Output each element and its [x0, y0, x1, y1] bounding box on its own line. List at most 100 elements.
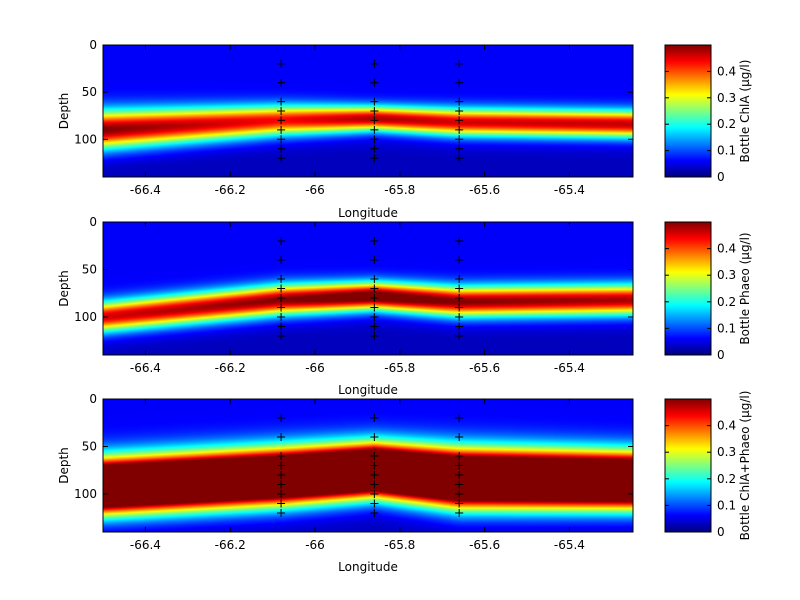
sample-marker [455, 97, 464, 106]
sample-marker [455, 471, 464, 479]
sample-marker [455, 294, 464, 302]
sample-marker [455, 332, 464, 340]
x-tick-label: -66 [305, 538, 325, 552]
sample-marker [455, 303, 464, 312]
sample-marker [277, 480, 286, 489]
sample-marker [455, 154, 464, 163]
sample-marker [277, 116, 286, 125]
sample-marker [370, 275, 379, 283]
x-tick-label: -66 [305, 183, 325, 197]
sample-marker [455, 256, 464, 264]
sample-marker [370, 237, 379, 245]
sample-marker [370, 313, 379, 321]
sample-marker [370, 294, 379, 302]
sample-marker [370, 154, 379, 163]
sample-marker [277, 275, 286, 283]
colorbar-tick-label: 0 [717, 525, 725, 539]
y-tick-label: 50 [82, 263, 97, 277]
axes-frame [102, 221, 634, 356]
colorbar-tick-label: 0 [717, 170, 725, 184]
y-axis-label: Depth [57, 270, 71, 307]
sample-marker [370, 499, 379, 508]
sample-marker [370, 322, 379, 331]
sample-marker [370, 303, 379, 312]
sample-marker [370, 116, 379, 125]
sample-marker [277, 284, 286, 293]
sample-marker [370, 125, 379, 134]
sample-marker [455, 499, 464, 508]
y-tick-label: 50 [82, 440, 97, 454]
sample-marker [455, 125, 464, 134]
colorbar-tick-label: 0.4 [717, 64, 736, 78]
sample-marker [277, 509, 286, 517]
sample-marker [455, 322, 464, 331]
x-tick-label: -66.4 [130, 183, 161, 197]
sample-marker [370, 452, 379, 460]
heatmap-image [103, 399, 633, 532]
x-tick-label: -65.4 [554, 538, 585, 552]
sample-marker [277, 499, 286, 508]
sample-marker [277, 256, 286, 264]
y-tick-label: 0 [89, 38, 97, 52]
colorbar-tick-label: 0.2 [717, 295, 736, 309]
sample-marker [277, 97, 286, 106]
sample-marker [455, 452, 464, 460]
sample-marker [370, 490, 379, 498]
colorbar-tick-label: 0.2 [717, 472, 736, 486]
sample-marker [370, 144, 379, 153]
sample-marker [277, 471, 286, 479]
sample-marker [277, 237, 286, 245]
colorbar-tick-label: 0.1 [717, 144, 736, 158]
sample-marker [370, 480, 379, 489]
sample-marker [370, 78, 379, 87]
sample-marker [455, 135, 464, 144]
x-tick-label: -65.6 [469, 538, 500, 552]
x-tick-label: -65.4 [554, 183, 585, 197]
y-tick-label: 0 [89, 215, 97, 229]
sample-marker [455, 313, 464, 321]
sample-marker [277, 461, 286, 470]
colorbar-frame [664, 44, 712, 178]
sample-marker [455, 59, 464, 68]
y-tick-label: 50 [82, 85, 97, 99]
x-tick-label: -66.2 [215, 183, 246, 197]
colorbar-tick-label: 0.3 [717, 268, 736, 282]
sample-marker [455, 461, 464, 470]
sample-marker [370, 471, 379, 479]
x-tick-label: -66.2 [215, 361, 246, 375]
heatmap-image [103, 222, 633, 355]
sample-marker [277, 452, 286, 460]
sample-marker [370, 433, 379, 441]
sample-marker [455, 490, 464, 498]
colorbar-tick-label: 0.1 [717, 498, 736, 512]
sample-marker [370, 509, 379, 517]
sample-marker [370, 107, 379, 115]
x-tick-label: -66.4 [130, 538, 161, 552]
y-axis-label: Depth [57, 93, 71, 130]
sample-marker [455, 275, 464, 283]
x-tick-label: -66.4 [130, 361, 161, 375]
sample-marker [277, 294, 286, 302]
y-tick-label: 100 [74, 132, 97, 146]
sample-marker [455, 144, 464, 153]
sample-marker [277, 332, 286, 340]
sample-marker [370, 414, 379, 422]
sample-marker [370, 256, 379, 264]
sample-marker [277, 125, 286, 134]
colorbar-label: Bottle ChlA+Phaeo (μg/l) [738, 391, 752, 541]
sample-marker [455, 237, 464, 245]
colorbar-tick-label: 0.4 [717, 419, 736, 433]
colorbar [665, 399, 711, 532]
colorbar [665, 222, 711, 355]
axes-frame [102, 44, 634, 178]
colorbar-tick-label: 0.1 [717, 321, 736, 335]
colorbar-label: Bottle ChlA (μg/l) [738, 60, 752, 163]
sample-marker [277, 414, 286, 422]
sample-marker [277, 59, 286, 68]
x-tick-label: -65.8 [384, 361, 415, 375]
sample-marker [277, 154, 286, 163]
heatmap-image [103, 45, 633, 177]
sample-marker [277, 433, 286, 441]
x-tick-label: -65.6 [469, 361, 500, 375]
